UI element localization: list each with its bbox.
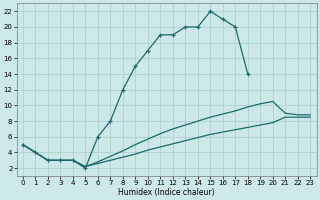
X-axis label: Humidex (Indice chaleur): Humidex (Indice chaleur) [118, 188, 215, 197]
